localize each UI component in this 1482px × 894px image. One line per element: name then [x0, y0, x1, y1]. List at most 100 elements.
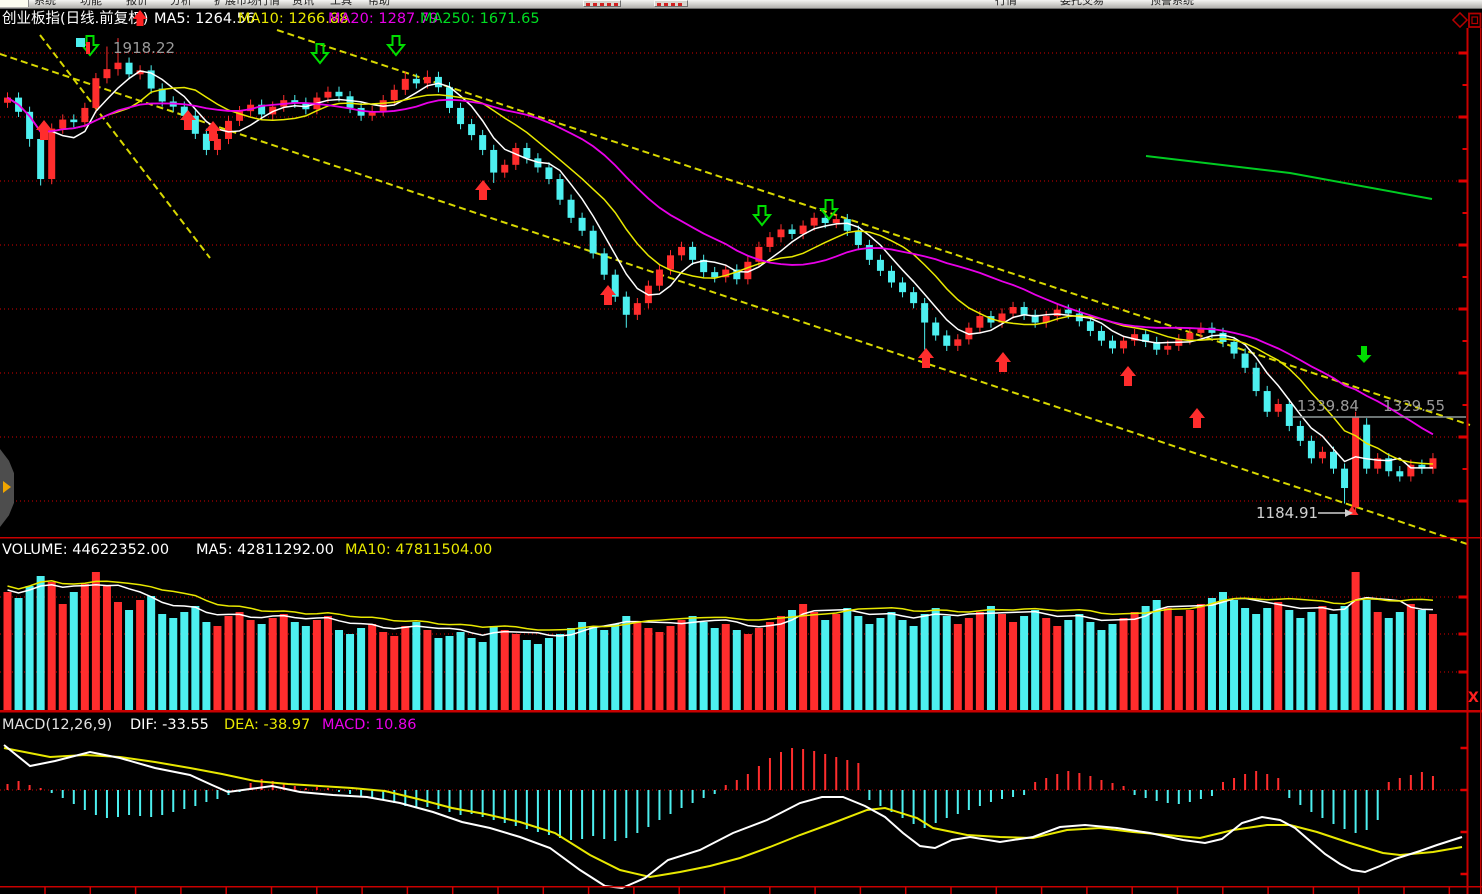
- macd-hist-bar: [868, 790, 871, 800]
- volume-bar: [346, 634, 355, 710]
- volume-bar: [1384, 618, 1393, 710]
- macd-hist-bar: [1012, 790, 1015, 797]
- candle-body: [876, 259, 884, 271]
- candle-body: [258, 104, 266, 115]
- volume-bar: [445, 636, 454, 710]
- candle-body: [1396, 471, 1404, 477]
- macd-hist-bar: [603, 790, 606, 839]
- menu-item-9[interactable]: 委托交易: [1060, 0, 1104, 7]
- volume-bar: [1174, 616, 1183, 710]
- menu-item-3[interactable]: 分析: [170, 0, 192, 7]
- candle-body: [59, 119, 67, 129]
- trend-line[interactable]: [276, 29, 1471, 426]
- ma5-label: MA5: 1264.56: [154, 11, 255, 27]
- volume-label: VOLUME: 44622352.00: [2, 542, 169, 558]
- volume-bar: [102, 586, 111, 710]
- candle-body: [1285, 403, 1293, 426]
- diamond-icon[interactable]: [1451, 11, 1469, 29]
- menu-item-6[interactable]: 工具: [330, 0, 352, 7]
- volume-bar: [323, 616, 332, 710]
- volume-bar: [1152, 600, 1161, 710]
- candle-body: [457, 107, 465, 125]
- macd-hist-bar: [1100, 780, 1103, 790]
- macd-hist-bar: [293, 786, 296, 790]
- macd-hist-bar: [945, 790, 948, 818]
- macd-hist-bar: [768, 758, 771, 790]
- volume-bar: [777, 616, 785, 710]
- macd-hist-bar: [536, 790, 539, 832]
- candle-body: [1009, 307, 1017, 314]
- menu-item-0[interactable]: 系统: [34, 0, 56, 7]
- menu-item-2[interactable]: 报价: [126, 0, 148, 7]
- menu-item-7[interactable]: 帮助: [368, 0, 390, 7]
- menu-item-1[interactable]: 功能: [80, 0, 102, 7]
- volume-bar: [567, 628, 576, 710]
- candle-body: [468, 124, 476, 136]
- volume-bar: [434, 638, 443, 710]
- trend-line[interactable]: [39, 34, 211, 259]
- candle-body: [1352, 416, 1360, 508]
- volume-bar: [390, 636, 399, 710]
- volume-bar: [1042, 618, 1051, 710]
- volume-bar: [1097, 630, 1106, 710]
- candle-body: [766, 237, 774, 247]
- sidebar-expand-tab[interactable]: [0, 449, 14, 527]
- volume-bar: [456, 632, 465, 710]
- volume-bar: [1263, 608, 1272, 710]
- volume-bar: [799, 604, 808, 710]
- macd-hist-bar: [1199, 790, 1202, 799]
- macd-hist-bar: [1299, 790, 1302, 805]
- buy-signal-arrow: [995, 352, 1011, 372]
- menubar-red-button-1[interactable]: [654, 0, 688, 7]
- candle-body: [1042, 316, 1050, 323]
- volume-bar: [600, 630, 609, 710]
- menu-item-4[interactable]: 扩展市场行情: [214, 0, 280, 7]
- volume-bar: [710, 628, 719, 710]
- volume-bar: [1307, 612, 1316, 710]
- volume-bar: [1252, 614, 1261, 710]
- buy-signal-arrow: [918, 348, 934, 368]
- macd-hist-bar: [371, 790, 374, 798]
- macd-hist-bar: [1354, 790, 1357, 833]
- candle-body: [821, 217, 829, 223]
- volume-bar: [611, 624, 620, 710]
- menu-item-10[interactable]: 预警系统: [1150, 0, 1194, 7]
- volume-bar: [91, 572, 100, 710]
- volume-bar: [1318, 606, 1327, 710]
- volume-bar: [898, 620, 907, 710]
- candle-body: [633, 303, 641, 315]
- candle-body: [412, 78, 420, 84]
- menu-item-5[interactable]: 资讯: [292, 0, 314, 7]
- macd-hist-bar: [691, 790, 694, 803]
- candle-body: [4, 97, 11, 103]
- menu-item-8[interactable]: 行情: [995, 0, 1017, 7]
- volume-bar: [1130, 612, 1139, 710]
- candle-body: [291, 100, 299, 103]
- close-indicator-button[interactable]: X: [1468, 690, 1479, 706]
- volume-bar: [699, 622, 708, 710]
- candle-body: [788, 229, 796, 234]
- candle-body: [655, 269, 663, 286]
- volume-bar: [810, 612, 819, 710]
- macd-hist-bar: [1222, 782, 1224, 790]
- volume-bar: [279, 614, 288, 710]
- macd-hist-bar: [437, 790, 440, 809]
- volume-bar: [1395, 612, 1404, 710]
- macd-hist-bar: [1310, 790, 1313, 812]
- macd-hist-bar: [1023, 790, 1026, 795]
- volume-bar: [114, 602, 122, 710]
- volume-bar: [1075, 614, 1084, 710]
- candle-body: [1374, 458, 1382, 469]
- trend-line[interactable]: [0, 53, 1471, 546]
- macd-dea-line: [3, 747, 1463, 879]
- menubar-red-button-0[interactable]: [583, 0, 621, 7]
- volume-bar: [136, 600, 145, 710]
- macd-dif-line: [3, 744, 1463, 890]
- window-icon[interactable]: [1468, 12, 1482, 28]
- candle-body: [976, 316, 984, 328]
- volume-bar: [125, 610, 134, 710]
- ma250-label: MA250: 1671.65: [420, 11, 540, 27]
- menubar[interactable]: 系统 功能 报价 分析 扩展市场行情 资讯 工具 帮助 行情 委托交易 预警系统: [0, 0, 1482, 9]
- candle-body: [611, 274, 619, 297]
